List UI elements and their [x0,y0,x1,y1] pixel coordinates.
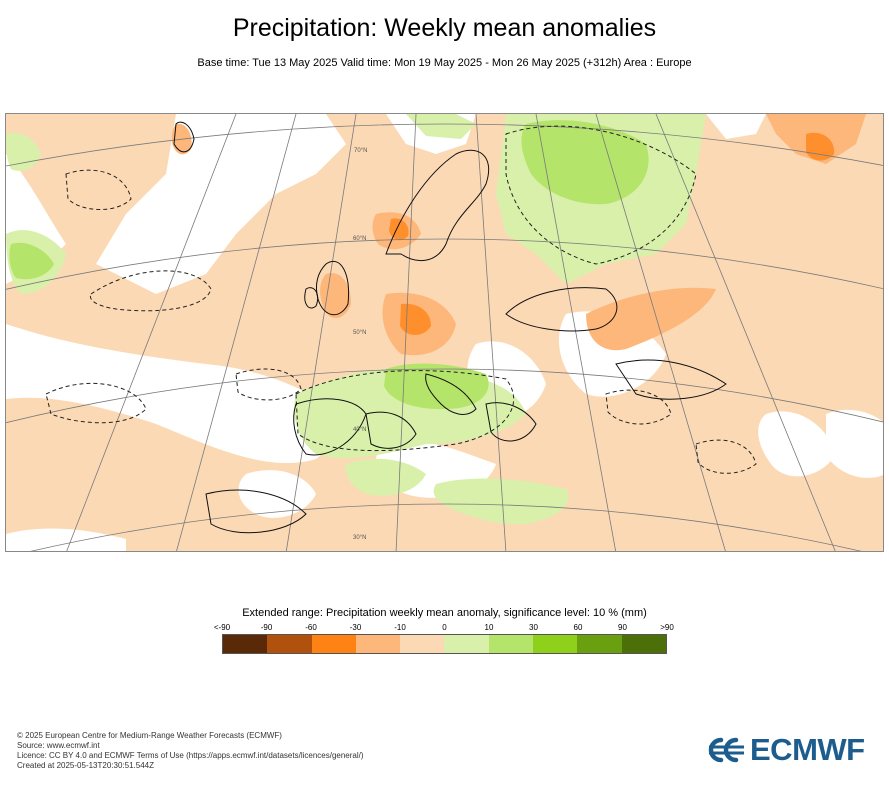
legend-swatch [533,635,578,653]
legend-tick: 10 [484,623,494,632]
map-canvas: 70°N 60°N 50°N 40°N 30°N [6,114,883,551]
graticule [6,114,883,551]
lat-label-30: 30°N [353,535,366,541]
legend-swatch [621,635,666,653]
ecmwf-logo-text: ECMWF [750,732,865,767]
legend-title: Extended range: Precipitation weekly mea… [242,607,647,619]
legend-tick: -60 [305,623,317,632]
legend-tick: 30 [529,623,538,632]
coastlines [173,121,727,534]
legend-tick: <-90 [213,623,231,632]
legend-tick: 60 [573,623,583,632]
legend-tick: >90 [660,623,674,632]
source-line: Source: www.ecmwf.int [17,741,100,750]
licence-line: Licence: CC BY 4.0 and ECMWF Terms of Us… [17,751,364,760]
legend-swatch [488,635,534,653]
lat-label-60: 60°N [353,236,366,242]
copyright-line: © 2025 European Centre for Medium-Range … [17,731,282,740]
lat-label-50: 50°N [353,330,366,336]
legend-swatch [223,635,268,653]
strong-negative-areas [389,132,835,335]
legend-swatch [355,635,401,653]
lat-label-70: 70°N [354,148,367,154]
legend-tick: 0 [442,623,447,632]
latitude-labels: 70°N 60°N 50°N 40°N 30°N [353,148,367,541]
footer-credits: © 2025 European Centre for Medium-Range … [17,731,364,771]
legend-swatch [400,635,445,653]
significance-contours [45,125,757,474]
ecmwf-logo-icon [708,737,744,763]
legend-ticks: <-90 -90 -60 -30 -10 0 10 30 60 90 >90 [200,623,700,635]
chart-subtitle: Base time: Tue 13 May 2025 Valid time: M… [197,57,692,69]
legend-swatch [444,635,489,653]
legend-swatch [267,635,312,653]
legend-colorbar [222,634,667,654]
legend-tick: -30 [349,623,362,632]
lat-label-40: 40°N [353,427,366,433]
created-line: Created at 2025-05-13T20:30:51.544Z [17,761,154,770]
ecmwf-logo: ECMWF [706,732,865,767]
legend-swatch [311,635,356,653]
chart-title: Precipitation: Weekly mean anomalies [232,14,657,42]
legend-tick: -90 [260,623,273,632]
legend-swatch [577,635,622,653]
legend-tick: -10 [394,623,406,632]
legend-tick: 90 [618,623,627,632]
anomaly-map: 70°N 60°N 50°N 40°N 30°N [5,113,884,552]
